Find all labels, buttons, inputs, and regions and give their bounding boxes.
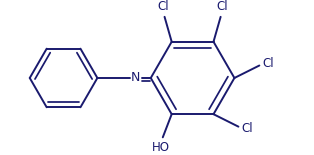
Text: N: N (131, 71, 140, 84)
Text: Cl: Cl (241, 122, 253, 135)
Text: HO: HO (152, 141, 170, 154)
Text: Cl: Cl (217, 0, 228, 13)
Text: Cl: Cl (157, 0, 169, 13)
Text: Cl: Cl (262, 57, 273, 70)
